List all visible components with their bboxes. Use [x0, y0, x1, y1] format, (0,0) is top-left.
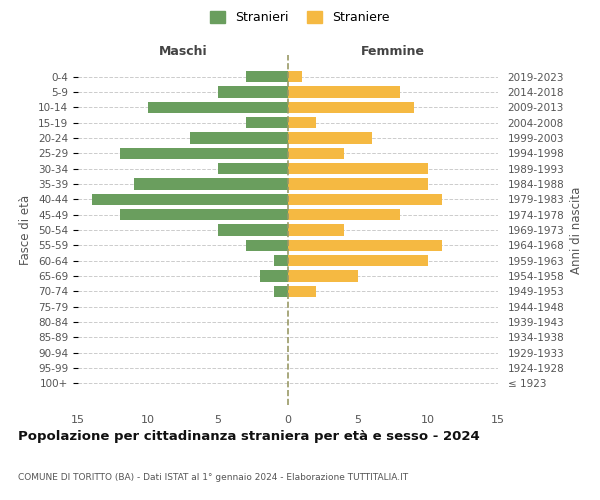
- Bar: [246, 240, 288, 251]
- Bar: [288, 163, 428, 174]
- Bar: [288, 132, 372, 143]
- Bar: [246, 71, 288, 83]
- Bar: [288, 178, 428, 190]
- Text: Maschi: Maschi: [158, 46, 208, 59]
- Bar: [134, 178, 288, 190]
- Bar: [274, 255, 288, 266]
- Bar: [148, 102, 288, 113]
- Bar: [92, 194, 288, 205]
- Bar: [288, 286, 316, 297]
- Bar: [288, 71, 302, 83]
- Bar: [218, 86, 288, 98]
- Text: COMUNE DI TORITTO (BA) - Dati ISTAT al 1° gennaio 2024 - Elaborazione TUTTITALIA: COMUNE DI TORITTO (BA) - Dati ISTAT al 1…: [18, 473, 408, 482]
- Bar: [288, 194, 442, 205]
- Bar: [288, 270, 358, 282]
- Text: Popolazione per cittadinanza straniera per età e sesso - 2024: Popolazione per cittadinanza straniera p…: [18, 430, 480, 443]
- Bar: [288, 86, 400, 98]
- Bar: [274, 286, 288, 297]
- Bar: [288, 224, 344, 236]
- Bar: [288, 117, 316, 128]
- Bar: [218, 224, 288, 236]
- Legend: Stranieri, Straniere: Stranieri, Straniere: [210, 11, 390, 24]
- Bar: [288, 255, 428, 266]
- Bar: [288, 240, 442, 251]
- Bar: [288, 148, 344, 159]
- Bar: [260, 270, 288, 282]
- Text: Femmine: Femmine: [361, 46, 425, 59]
- Bar: [288, 102, 414, 113]
- Y-axis label: Anni di nascita: Anni di nascita: [570, 186, 583, 274]
- Bar: [190, 132, 288, 143]
- Bar: [120, 148, 288, 159]
- Bar: [218, 163, 288, 174]
- Bar: [288, 209, 400, 220]
- Y-axis label: Fasce di età: Fasce di età: [19, 195, 32, 265]
- Bar: [246, 117, 288, 128]
- Bar: [120, 209, 288, 220]
